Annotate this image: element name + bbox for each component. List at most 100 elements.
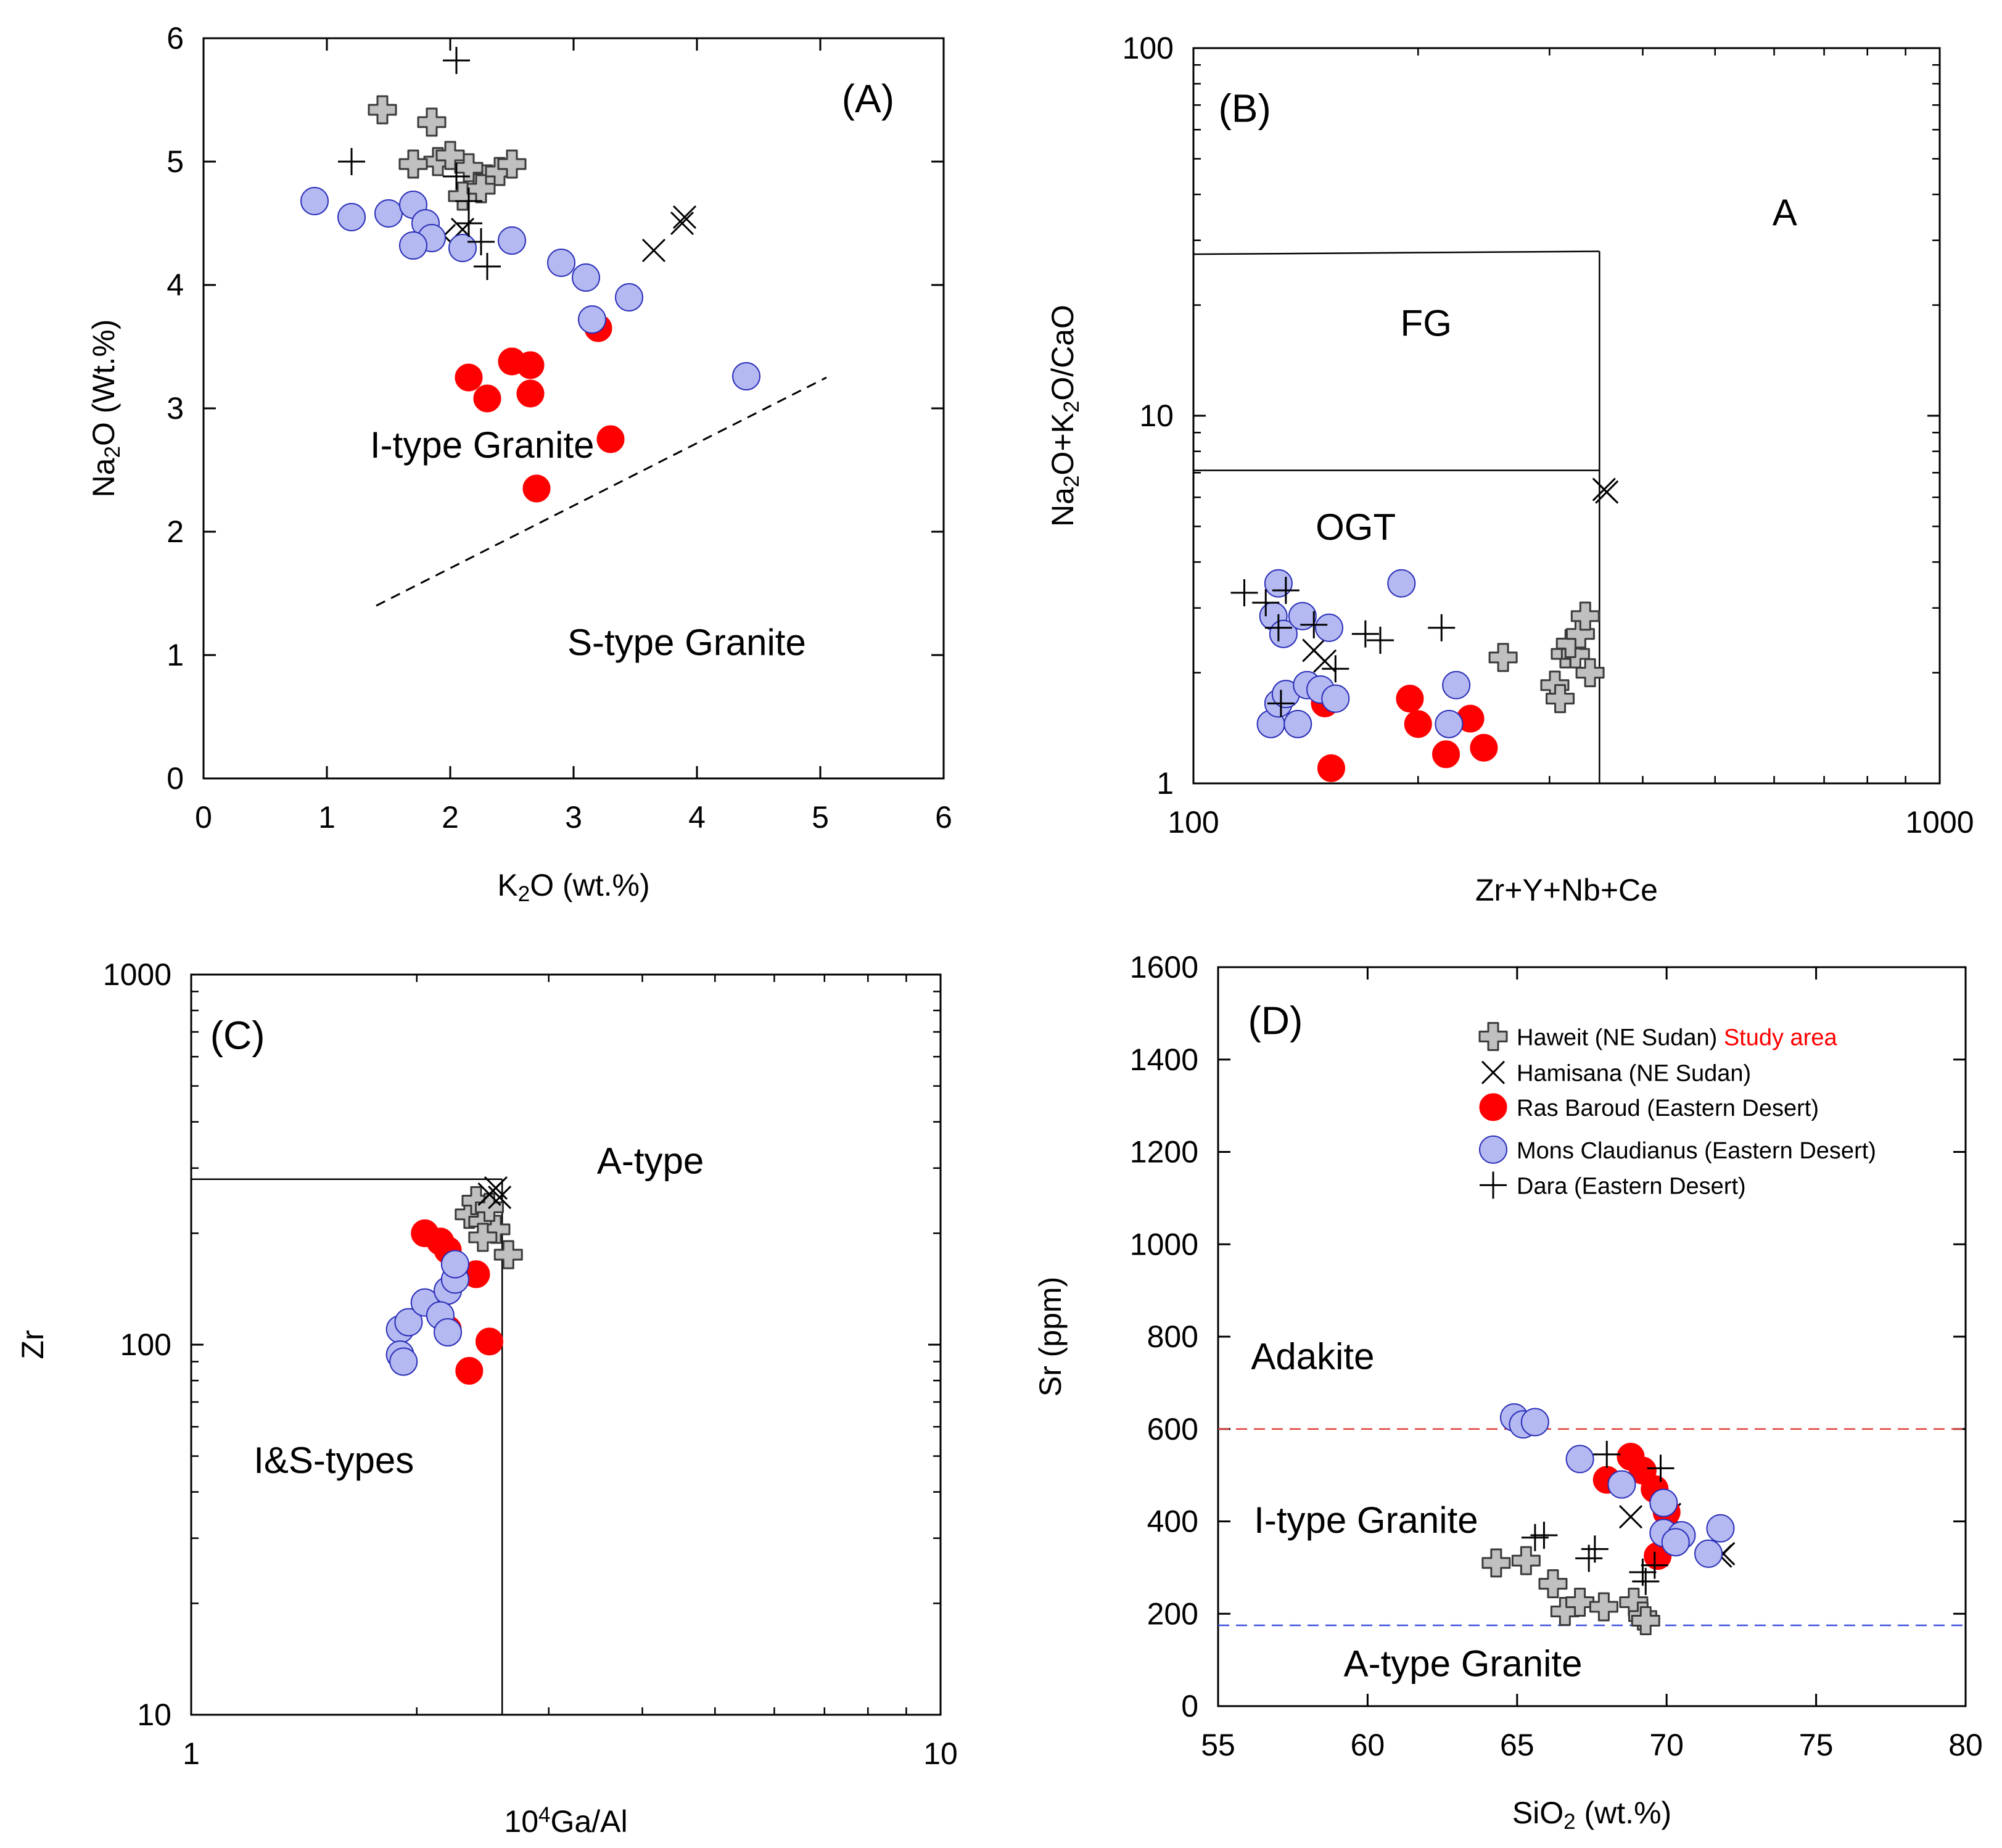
ras-baroud-marker bbox=[455, 1356, 484, 1385]
i-type-field-label: I-type Granite bbox=[370, 424, 595, 466]
y-tick-label: 1400 bbox=[1130, 1042, 1198, 1077]
haweit-marker bbox=[1589, 1592, 1618, 1622]
mons-claudianus-marker bbox=[1321, 684, 1350, 713]
ras-baroud-marker bbox=[516, 351, 545, 379]
haweit-marker bbox=[497, 149, 527, 179]
dara-marker bbox=[1267, 690, 1295, 717]
mons-claudianus-marker bbox=[578, 305, 606, 334]
dara-marker bbox=[1322, 655, 1349, 683]
dara-marker bbox=[1300, 611, 1328, 638]
x-tick-label: 1000 bbox=[1905, 805, 1974, 839]
y-tick-label: 1 bbox=[167, 638, 184, 672]
panel-c: 1 10 10 100 1000 104Ga/Al Zr A-type I&S-types (C) bbox=[15, 957, 958, 1839]
x-tick-label: 4 bbox=[688, 800, 706, 835]
y-axis-label: Zr bbox=[15, 1330, 50, 1359]
ras-baroud-marker bbox=[475, 1327, 503, 1356]
mons-claudianus-marker bbox=[1264, 569, 1293, 598]
fg-field-label: FG bbox=[1401, 302, 1452, 344]
dara-marker bbox=[1272, 577, 1300, 604]
mons-claudianus-marker bbox=[374, 199, 403, 228]
legend-label: Ras Baroud (Eastern Desert) bbox=[1517, 1095, 1819, 1121]
legend-label: Hamisana (NE Sudan) bbox=[1517, 1061, 1751, 1087]
mons-claudianus-marker bbox=[1283, 709, 1312, 738]
haweit-marker bbox=[1511, 1546, 1541, 1575]
y-tick-label: 400 bbox=[1147, 1504, 1198, 1539]
legend-label: Haweit (NE Sudan) Study area bbox=[1517, 1025, 1837, 1050]
mons-claudianus-marker bbox=[1435, 709, 1464, 738]
y-axis-label: Na2O (Wt.%) bbox=[86, 320, 125, 498]
mons-claudianus-marker bbox=[1694, 1539, 1723, 1568]
x-tick-label: 60 bbox=[1351, 1728, 1385, 1762]
dara-marker bbox=[1593, 1440, 1621, 1468]
mons-claudianus-marker bbox=[1565, 1445, 1594, 1474]
ras-baroud-marker bbox=[1432, 740, 1460, 769]
ras-baroud-marker bbox=[1470, 733, 1498, 762]
dara-marker bbox=[1230, 579, 1258, 606]
ras-baroud-marker bbox=[516, 379, 545, 408]
x-axis-label: Zr+Y+Nb+Ce bbox=[1475, 873, 1658, 907]
mons-claudianus-marker bbox=[732, 362, 760, 390]
haweit-marker bbox=[466, 174, 496, 204]
haweit-marker bbox=[1631, 1606, 1660, 1635]
plot-frame bbox=[202, 37, 945, 780]
mons-claudianus-marker bbox=[615, 283, 643, 311]
mons-claudianus-marker bbox=[1520, 1408, 1549, 1437]
y-tick-label: 2 bbox=[167, 514, 184, 549]
ras-baroud-marker bbox=[1396, 685, 1424, 713]
dara-marker bbox=[1641, 1551, 1668, 1579]
haweit-marker bbox=[1575, 658, 1605, 688]
y-tick-label: 0 bbox=[167, 761, 184, 796]
y-tick-label: 3 bbox=[167, 391, 184, 426]
y-tick-label: 1600 bbox=[1130, 950, 1198, 984]
x-tick-label: 1 bbox=[318, 800, 336, 835]
y-tick-label: 200 bbox=[1147, 1596, 1198, 1631]
mons-claudianus-marker bbox=[1442, 670, 1471, 699]
x-tick-label: 55 bbox=[1201, 1728, 1235, 1762]
hamisana-marker bbox=[670, 211, 694, 236]
x-tick-label: 2 bbox=[442, 800, 459, 835]
y-tick-label: 10 bbox=[1139, 398, 1174, 433]
haweit-marker bbox=[1570, 601, 1600, 631]
panel-label: (D) bbox=[1248, 999, 1303, 1043]
x-tick-label: 6 bbox=[935, 800, 952, 835]
mons-claudianus-marker bbox=[1649, 1488, 1678, 1517]
adakite-field-label: Adakite bbox=[1251, 1335, 1374, 1377]
y-tick-label: 4 bbox=[167, 268, 184, 302]
mons-claudianus-marker bbox=[1706, 1514, 1735, 1543]
ras-baroud-marker bbox=[522, 474, 551, 503]
y-tick-label: 1200 bbox=[1130, 1135, 1198, 1169]
mons-claudianus-marker bbox=[1387, 569, 1416, 598]
y-tick-label: 1000 bbox=[1130, 1227, 1198, 1261]
dara-marker bbox=[1581, 1535, 1609, 1563]
haweit-marker bbox=[468, 1223, 498, 1252]
haweit-marker bbox=[368, 95, 397, 125]
haweit-marker bbox=[1538, 1569, 1568, 1599]
haweit-marker bbox=[417, 107, 447, 137]
haweit-marker bbox=[1546, 684, 1575, 714]
mons-claudianus-marker bbox=[399, 231, 427, 260]
x-tick-label: 65 bbox=[1500, 1728, 1534, 1762]
x-tick-label: 80 bbox=[1948, 1728, 1983, 1762]
hamisana-marker bbox=[672, 205, 697, 229]
mons-claudianus-marker bbox=[337, 203, 366, 231]
mons-claudianus-marker bbox=[1315, 613, 1344, 642]
dara-marker bbox=[1367, 627, 1394, 654]
i-type-field-label: I-type Granite bbox=[1254, 1499, 1478, 1541]
mons-claudianus-marker bbox=[448, 234, 477, 262]
hamisana-marker bbox=[488, 1186, 512, 1210]
ras-baroud-marker bbox=[1317, 754, 1345, 782]
x-axis-label: 104Ga/Al bbox=[504, 1803, 627, 1839]
haweit-marker bbox=[1478, 1021, 1508, 1051]
dara-marker bbox=[1351, 620, 1379, 648]
dara-marker bbox=[1252, 589, 1280, 617]
mons-claudianus-marker bbox=[394, 1308, 423, 1337]
y-axis-label: Sr (ppm) bbox=[1033, 1277, 1068, 1396]
y-tick-label: 1000 bbox=[103, 957, 171, 992]
panel-label: (C) bbox=[210, 1013, 265, 1057]
dara-marker bbox=[468, 228, 495, 255]
hamisana-marker bbox=[1618, 1504, 1643, 1529]
dara-marker bbox=[443, 163, 470, 190]
haweit-marker bbox=[1488, 643, 1518, 672]
dara-marker bbox=[455, 210, 482, 237]
legend-label: Mons Claudianus (Eastern Desert) bbox=[1517, 1138, 1876, 1164]
